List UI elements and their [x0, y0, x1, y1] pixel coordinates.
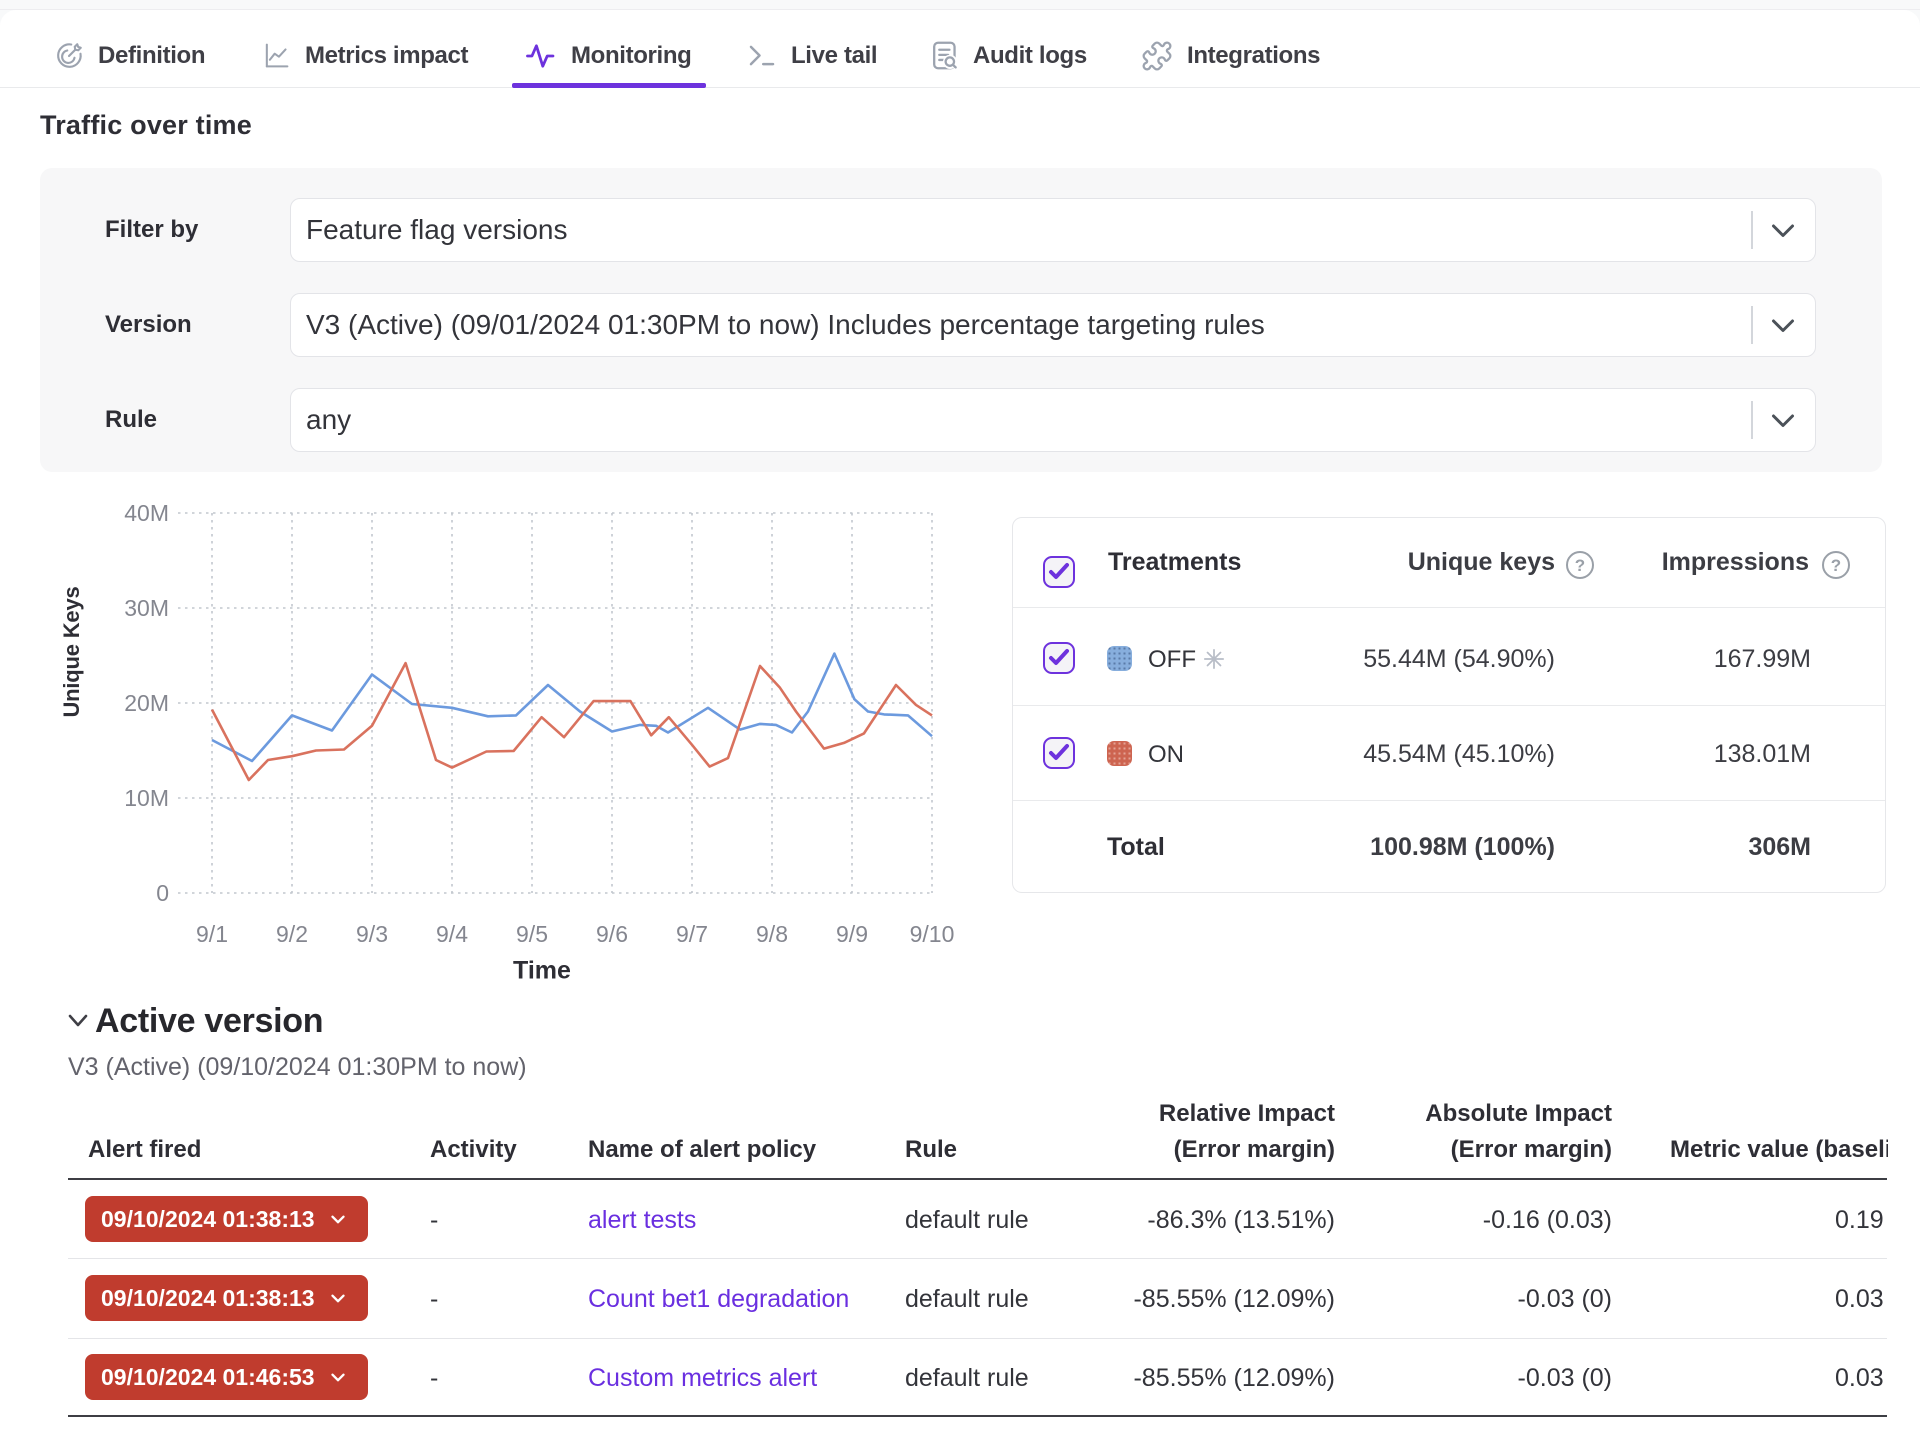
- svg-text:?: ?: [1575, 556, 1585, 575]
- svg-text:?: ?: [1831, 556, 1841, 575]
